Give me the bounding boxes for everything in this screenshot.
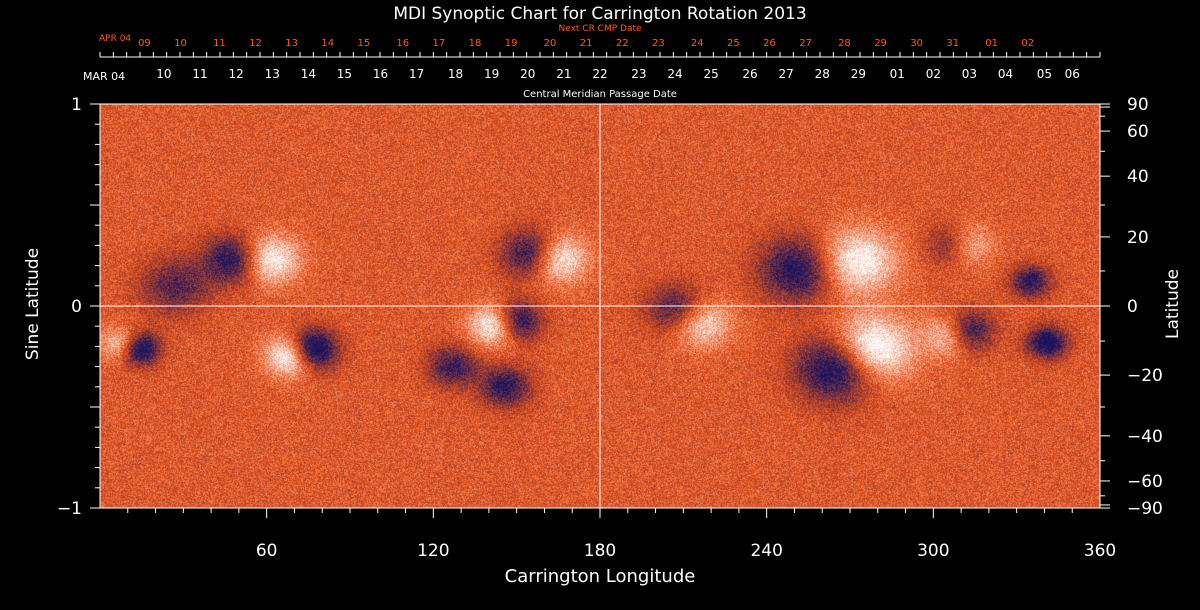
x-tick-label: 360 [1084, 541, 1116, 561]
next-cr-date: 01 [985, 38, 998, 49]
top-axis-title: Central Meridian Passage Date [523, 89, 677, 100]
chart-title: MDI Synoptic Chart for Carrington Rotati… [393, 4, 806, 24]
y-right-tick-label: 90 [1127, 95, 1149, 115]
top-axis-date: 17 [409, 67, 424, 81]
next-cr-date: 29 [874, 38, 887, 49]
y-right-tick-label: −90 [1127, 499, 1163, 519]
next-cr-date: 18 [469, 38, 482, 49]
next-cr-date: 10 [174, 38, 187, 49]
next-cr-date: 22 [616, 38, 629, 49]
top-axis-date: 22 [592, 67, 607, 81]
next-cr-date: 28 [838, 38, 851, 49]
top-axis-date: 25 [703, 67, 718, 81]
top-axis-date: 03 [962, 67, 977, 81]
next-cr-date: 30 [910, 38, 923, 49]
top-axis-date: 27 [778, 67, 793, 81]
axes: 60 120 180 240 300 36010−1906040200−20−40−60−… [57, 38, 1163, 561]
text-labels: MDI Synoptic Chart for Carrington Rotati… [23, 4, 1183, 587]
top-axis-date: 02 [926, 67, 941, 81]
x-tick-label: 60 [256, 541, 278, 561]
y-left-tick-label: 0 [71, 297, 82, 317]
top-axis-date: 24 [667, 67, 682, 81]
y-left-tick-label: −1 [57, 499, 82, 519]
top-axis-date: 12 [228, 67, 243, 81]
next-cr-date: 25 [727, 38, 740, 49]
next-cr-date: 12 [249, 38, 262, 49]
next-cr-date: 09 [138, 38, 151, 49]
y-right-tick-label: −60 [1127, 472, 1163, 492]
top-axis-date: 06 [1065, 67, 1080, 81]
next-cr-date: 02 [1021, 38, 1034, 49]
x-tick-label: 120 [417, 541, 449, 561]
next-cr-axis-title: Next CR CMP Date [558, 24, 642, 34]
x-tick-label: 240 [750, 541, 782, 561]
top-axis-date: 28 [815, 67, 830, 81]
y-right-tick-label: 60 [1127, 122, 1149, 142]
top-axis-date: 05 [1037, 67, 1052, 81]
top-axis-start-label: MAR 04 [83, 70, 125, 83]
y-right-tick-label: −20 [1127, 366, 1163, 386]
x-tick-label: 180 [584, 541, 616, 561]
top-axis-date: 16 [373, 67, 388, 81]
top-axis-date: 01 [890, 67, 905, 81]
top-axis-date: 13 [265, 67, 280, 81]
next-cr-date: 20 [544, 38, 557, 49]
next-cr-date: 13 [285, 38, 298, 49]
x-axis-label: Carrington Longitude [505, 566, 696, 587]
next-cr-date: 21 [580, 38, 593, 49]
top-axis-date: 04 [998, 67, 1013, 81]
top-axis-date: 10 [156, 67, 171, 81]
top-axis-date: 23 [631, 67, 646, 81]
next-cr-date: 16 [396, 38, 409, 49]
y-left-tick-label: 1 [71, 95, 82, 115]
next-cr-date: 24 [691, 38, 704, 49]
next-cr-date: 15 [358, 38, 371, 49]
y-right-tick-label: −40 [1127, 427, 1163, 447]
top-axis-date: 26 [742, 67, 757, 81]
next-cr-start-label: APR 04 [99, 34, 131, 44]
next-cr-date: 23 [652, 38, 665, 49]
y-right-tick-label: 0 [1127, 297, 1138, 317]
y-axis-right-label: Latitude [1163, 269, 1183, 339]
next-cr-date: 26 [763, 38, 776, 49]
next-cr-date: 14 [321, 38, 334, 49]
y-axis-left-label: Sine Latitude [23, 248, 43, 360]
top-axis-date: 21 [556, 67, 571, 81]
top-axis-date: 14 [301, 67, 316, 81]
top-axis-date: 19 [484, 67, 499, 81]
next-cr-date: 27 [799, 38, 812, 49]
x-tick-label: 300 [917, 541, 949, 561]
y-right-tick-label: 20 [1127, 228, 1149, 248]
top-axis-date: 18 [448, 67, 463, 81]
next-cr-date: 11 [213, 38, 226, 49]
y-right-tick-label: 40 [1127, 167, 1149, 187]
top-axis-date: 20 [520, 67, 535, 81]
top-axis-date: 11 [192, 67, 207, 81]
next-cr-date: 31 [946, 38, 959, 49]
top-axis-date: 15 [337, 67, 352, 81]
next-cr-date: 17 [433, 38, 446, 49]
top-axis-date: 29 [851, 67, 866, 81]
next-cr-date: 19 [505, 38, 518, 49]
